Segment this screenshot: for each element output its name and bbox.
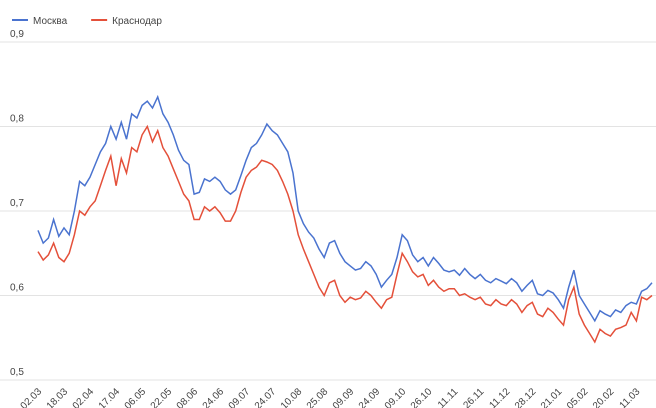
y-tick-label: 0,5 [10,367,24,378]
series-line [37,94,653,323]
x-tick-label: 09.10 [383,386,409,408]
legend-label: Москва [33,16,68,27]
legend-label: Краснодар [112,16,162,27]
x-tick-label: 06.05 [123,386,149,408]
x-tick-label: 05.02 [565,386,591,408]
y-tick-label: 0,8 [10,114,24,125]
x-tick-label: 26.11 [461,386,486,408]
x-tick-label: 26.10 [409,386,435,408]
x-tick-label: 08.06 [175,386,201,408]
x-tick-label: 09.09 [331,386,357,408]
x-tick-label: 18.03 [45,386,71,408]
y-tick-label: 0,9 [10,29,24,40]
x-tick-label: 02.03 [19,386,45,408]
y-tick-label: 0,7 [10,198,24,209]
x-tick-label: 25.08 [305,386,331,408]
x-tick-label: 21.01 [539,386,565,408]
x-tick-label: 28.12 [513,386,539,408]
x-tick-label: 22.05 [149,386,175,408]
x-tick-label: 11.03 [618,386,643,408]
x-tick-label: 24.06 [201,386,227,408]
x-tick-label: 17.04 [97,386,123,408]
x-tick-label: 20.02 [591,386,617,408]
x-tick-label: 09.07 [227,386,253,408]
x-tick-label: 02.04 [71,386,97,408]
x-tick-label: 11.11 [436,386,461,408]
y-tick-label: 0,6 [10,283,24,294]
x-tick-label: 10.08 [279,386,305,408]
x-tick-label: 24.07 [253,386,279,408]
series-line [37,124,653,344]
x-tick-label: 11.12 [487,386,512,408]
x-tick-label: 24.09 [357,386,383,408]
